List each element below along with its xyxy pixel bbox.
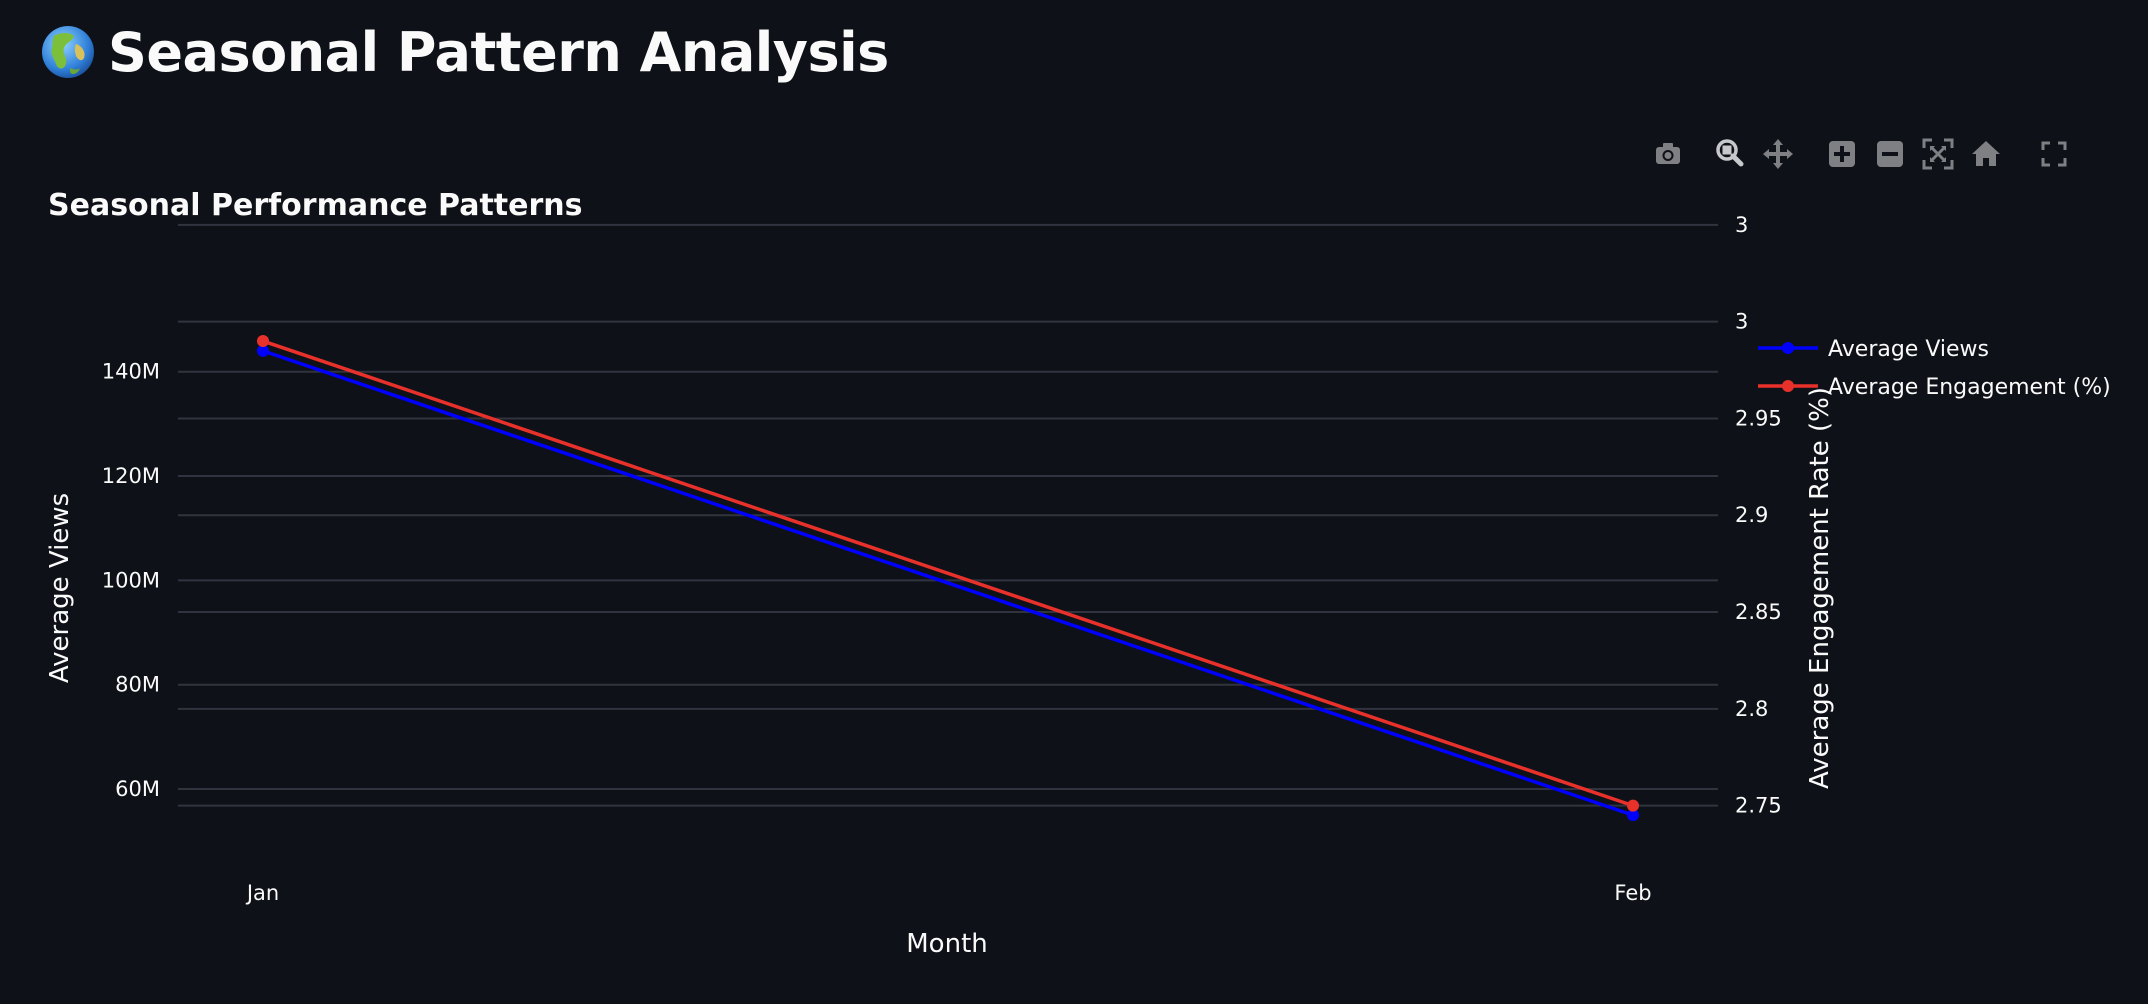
zoom-out-icon[interactable] [1872, 136, 1908, 172]
zoom-in-icon[interactable] [1824, 136, 1860, 172]
legend-swatch-marker [1782, 342, 1794, 354]
y-tick-label: 60M [115, 777, 160, 801]
x-tick-label: Feb [1614, 881, 1651, 905]
globe-icon [40, 24, 96, 80]
zoom-icon[interactable] [1712, 136, 1748, 172]
y2-tick-label: 2.95 [1735, 406, 1782, 430]
fullscreen-icon[interactable] [2036, 136, 2072, 172]
series-line-0 [262, 349, 1634, 817]
series-point-0[interactable] [257, 344, 269, 357]
y-tick-label: 120M [102, 464, 160, 488]
y2-tick-label: 2.75 [1735, 794, 1782, 818]
x-axis-title: Month [906, 929, 988, 959]
y2-tick-label: 2.8 [1735, 697, 1768, 721]
y-tick-label: 100M [102, 568, 160, 592]
camera-icon[interactable] [1650, 136, 1686, 172]
page-title: Seasonal Pattern Analysis [108, 20, 889, 84]
home-icon[interactable] [1968, 136, 2004, 172]
x-tick-label: Jan [245, 881, 279, 905]
pan-icon[interactable] [1760, 136, 1796, 172]
legend-item-label[interactable]: Average Views [1828, 337, 1989, 362]
page-header: Seasonal Pattern Analysis [40, 20, 889, 84]
chart-title: Seasonal Performance Patterns [48, 188, 583, 223]
series-line-1 [262, 339, 1634, 808]
series-point-1[interactable] [257, 335, 269, 348]
y2-tick-label: 2.9 [1735, 503, 1768, 527]
y2-tick-label: 3 [1735, 213, 1748, 237]
chart-legend: Average Views Average Engagement (%) [1758, 337, 2111, 400]
y2-axis-title: Average Engagement Rate (%) [1805, 387, 1835, 789]
autoscale-icon[interactable] [1920, 136, 1956, 172]
series-point-0[interactable] [1627, 809, 1639, 822]
y-tick-label: 140M [102, 360, 160, 384]
y2-tick-label: 3 [1735, 310, 1748, 334]
y2-tick-label: 2.85 [1735, 600, 1782, 624]
legend-item-label[interactable]: Average Engagement (%) [1828, 375, 2111, 400]
series-point-1[interactable] [1627, 799, 1639, 812]
y-axis-title: Average Views [45, 493, 75, 683]
legend-swatch-marker [1782, 380, 1794, 392]
y-tick-label: 80M [115, 673, 160, 697]
